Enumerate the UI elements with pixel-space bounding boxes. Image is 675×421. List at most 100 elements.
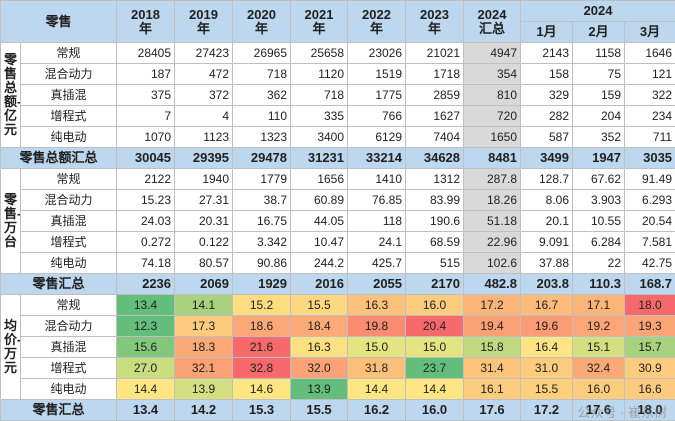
row-label: 纯电动 xyxy=(19,126,118,148)
row-label: 增程式 xyxy=(19,105,118,127)
header-month: 2月 xyxy=(572,21,626,43)
data-cell: 17.3 xyxy=(174,315,234,337)
row-label: 纯电动 xyxy=(19,252,118,274)
data-cell: 32.1 xyxy=(174,357,234,379)
data-cell: 22 xyxy=(572,252,626,274)
data-cell: 14.4 xyxy=(347,378,407,400)
data-cell: 102.6 xyxy=(463,252,522,274)
data-cell: 1650 xyxy=(463,126,522,148)
data-cell: 27.0 xyxy=(116,357,176,379)
data-cell: 128.7 xyxy=(520,168,574,190)
data-cell: 38.7 xyxy=(232,189,292,211)
data-cell: 18.0 xyxy=(624,294,675,316)
data-cell: 28405 xyxy=(116,42,176,64)
header-year: 2020 年 xyxy=(232,0,292,43)
data-cell: 2122 xyxy=(116,168,176,190)
data-cell: 3.342 xyxy=(232,231,292,253)
data-cell: 1158 xyxy=(572,42,626,64)
table-row: 混合动力 187 472 718 1120 1519 1718 354 158 75 121 xyxy=(1,63,675,85)
table-row: 纯电动 1070 1123 1323 3400 6129 7404 1650 587 352 711 xyxy=(1,126,675,148)
header-year: 2021 年 xyxy=(290,0,349,43)
data-cell: 15.6 xyxy=(116,336,176,358)
total-label: 零售汇总 xyxy=(0,273,118,295)
data-cell: 31.4 xyxy=(463,357,522,379)
header-corner: 零售 xyxy=(0,0,118,43)
data-cell: 0.272 xyxy=(116,231,176,253)
data-cell: 322 xyxy=(624,84,675,106)
total-row: 零售汇总 13.4 14.2 15.3 15.5 16.2 16.0 17.6 17.2 17.6… xyxy=(0,399,675,421)
data-cell: 25658 xyxy=(290,42,349,64)
header-group-2024: 2024 xyxy=(520,0,675,22)
row-label: 混合动力 xyxy=(19,189,118,211)
data-cell: 27.31 xyxy=(174,189,234,211)
data-cell: 234 xyxy=(624,105,675,127)
data-cell: 18.26 xyxy=(463,189,522,211)
data-cell: 15.7 xyxy=(624,336,675,358)
table-row: 均价-万元 常规 13.4 14.1 15.2 15.5 16.3 16.0 17.2 16.7 1… xyxy=(0,294,675,400)
row-label: 真插混 xyxy=(19,336,118,358)
data-cell: 244.2 xyxy=(290,252,349,274)
data-cell: 1323 xyxy=(232,126,292,148)
total-cell: 1929 xyxy=(232,273,292,295)
data-cell: 14.4 xyxy=(405,378,465,400)
data-cell: 515 xyxy=(405,252,465,274)
data-cell: 74.18 xyxy=(116,252,176,274)
total-cell: 17.6 xyxy=(463,399,522,421)
data-cell: 16.3 xyxy=(347,294,407,316)
data-cell: 718 xyxy=(290,84,349,106)
data-cell: 1123 xyxy=(174,126,234,148)
total-cell: 18.0 xyxy=(624,399,675,421)
data-cell: 1070 xyxy=(116,126,176,148)
data-cell: 51.18 xyxy=(463,210,522,232)
data-cell: 335 xyxy=(290,105,349,127)
data-cell: 80.57 xyxy=(174,252,234,274)
data-cell: 9.091 xyxy=(520,231,574,253)
data-cell: 23026 xyxy=(347,42,407,64)
data-cell: 16.7 xyxy=(520,294,574,316)
total-cell: 17.2 xyxy=(520,399,574,421)
data-cell: 4947 xyxy=(463,42,522,64)
data-cell: 2859 xyxy=(405,84,465,106)
data-cell: 21021 xyxy=(405,42,465,64)
data-cell: 10.55 xyxy=(572,210,626,232)
data-cell: 110 xyxy=(232,105,292,127)
header-row-years: 零售 2018 年 2019 年 2020 年 2021 年 2022 年 2023 年 20… xyxy=(0,0,675,43)
data-cell: 287.8 xyxy=(463,168,522,190)
data-cell: 15.5 xyxy=(290,294,349,316)
total-cell: 1947 xyxy=(572,147,626,169)
data-cell: 375 xyxy=(116,84,176,106)
table-row: 真插混 15.6 18.3 21.6 16.3 15.0 15.0 15.8 16.4 15.1 1… xyxy=(1,336,675,358)
table-row: 纯电动 74.18 80.57 90.86 244.2 425.7 515 102.6 37.8… xyxy=(1,252,675,274)
total-cell: 168.7 xyxy=(624,273,675,295)
data-cell: 90.86 xyxy=(232,252,292,274)
total-cell: 3499 xyxy=(520,147,574,169)
data-cell: 20.54 xyxy=(624,210,675,232)
row-label: 增程式 xyxy=(19,231,118,253)
data-cell: 3.903 xyxy=(572,189,626,211)
data-cell: 83.99 xyxy=(405,189,465,211)
data-cell: 17.2 xyxy=(463,294,522,316)
data-cell: 12.3 xyxy=(116,315,176,337)
row-label: 常规 xyxy=(19,168,118,190)
total-cell: 2055 xyxy=(347,273,407,295)
data-cell: 718 xyxy=(232,63,292,85)
data-cell: 810 xyxy=(463,84,522,106)
data-cell: 372 xyxy=(174,84,234,106)
total-cell: 2236 xyxy=(116,273,176,295)
total-cell: 33214 xyxy=(347,147,407,169)
total-cell: 31231 xyxy=(290,147,349,169)
data-cell: 22.96 xyxy=(463,231,522,253)
total-cell: 16.0 xyxy=(405,399,465,421)
data-cell: 32.0 xyxy=(290,357,349,379)
data-cell: 187 xyxy=(116,63,176,85)
data-cell: 7 xyxy=(116,105,176,127)
header-year: 2019 年 xyxy=(174,0,234,43)
data-cell: 1312 xyxy=(405,168,465,190)
total-label: 零售汇总 xyxy=(0,399,118,421)
data-cell: 4 xyxy=(174,105,234,127)
data-cell: 31.0 xyxy=(520,357,574,379)
data-cell: 15.5 xyxy=(520,378,574,400)
table-row: 纯电动 14.4 13.9 14.6 13.9 14.4 14.4 16.1 15.5 16.0 1… xyxy=(1,378,675,400)
